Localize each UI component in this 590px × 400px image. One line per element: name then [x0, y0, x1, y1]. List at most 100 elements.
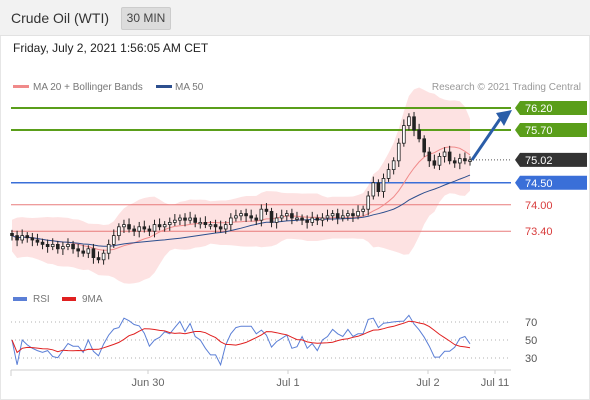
candle-up [122, 224, 126, 228]
candle-down [203, 221, 208, 225]
candle-up [50, 243, 55, 247]
bollinger-band-fill [12, 87, 470, 284]
candle-down [264, 208, 269, 212]
candle-up [229, 217, 233, 225]
candle-down [10, 232, 14, 236]
candle-up [330, 213, 335, 217]
candle-up [279, 215, 284, 219]
candle-down [218, 226, 223, 230]
level-tag-label: 74.50 [525, 178, 553, 190]
candle-up [178, 217, 182, 221]
rsi-tick-label: 50 [525, 335, 537, 347]
candle-up [371, 182, 376, 197]
ma20-legend-label: MA 20 + Bollinger Bands [33, 82, 143, 93]
candle-down [147, 228, 152, 232]
level-tag-label: 75.02 [525, 155, 553, 167]
candle-up [223, 224, 228, 230]
ma50-legend-label: MA 50 [175, 82, 204, 93]
x-tick-label: Jun 30 [131, 377, 164, 389]
instrument-title: Crude Oil (WTI) [11, 10, 109, 26]
candle-up [381, 177, 386, 192]
candle-up [61, 246, 65, 250]
candle-up [101, 252, 106, 261]
candle-down [376, 182, 381, 193]
candle-up [458, 158, 462, 164]
candle-up [442, 151, 447, 157]
candle-up [356, 210, 360, 217]
projection-arrow-head [496, 110, 512, 126]
rsi-legend-swatch [13, 297, 27, 301]
candle-up [407, 116, 411, 127]
candle-up [259, 208, 264, 221]
candle-up [117, 226, 121, 237]
chart-header: Crude Oil (WTI) 30 MIN [0, 0, 590, 36]
candle-down [142, 226, 147, 230]
candle-up [66, 243, 70, 247]
level-tag-label: 76.20 [525, 103, 553, 115]
timeframe-button[interactable]: 30 MIN [121, 7, 171, 30]
candle-up [468, 159, 472, 162]
candle-up [167, 221, 172, 225]
candle-down [305, 219, 309, 223]
candle-down [427, 151, 432, 162]
candle-up [20, 235, 24, 241]
rsi-line [11, 314, 471, 367]
candle-down [132, 228, 136, 232]
level-tag-bg [515, 123, 587, 137]
candle-up [396, 142, 401, 162]
ma20-legend-swatch [13, 85, 29, 88]
candle-down [127, 224, 131, 230]
level-tag-label: 75.70 [525, 125, 553, 137]
candle-down [315, 217, 320, 221]
candle-up [173, 219, 177, 223]
rsi-ma-legend-label: 9MA [82, 294, 103, 305]
candle-up [437, 155, 442, 166]
candle-down [447, 151, 452, 162]
candle-down [35, 239, 40, 243]
rsi-ma-legend-swatch [62, 297, 76, 301]
candle-up [274, 217, 279, 223]
candle-up [386, 169, 391, 179]
candle-down [290, 213, 294, 219]
rsi-plot: 70 50 30 [11, 314, 537, 367]
level-labels: 76.20 75.70 75.02 74.50 74.00 73.40 [515, 101, 587, 238]
candle-up [162, 224, 167, 228]
candle-up [402, 125, 406, 144]
level-tag-label: 74.00 [525, 200, 553, 212]
candle-down [244, 213, 248, 217]
candle-up [295, 217, 299, 220]
candle-down [15, 235, 19, 241]
candle-up [340, 215, 345, 219]
rsi-tick-label: 30 [525, 353, 537, 365]
x-tick-label: Jul 1 [276, 377, 299, 389]
candle-up [208, 224, 213, 227]
candle-down [157, 224, 162, 228]
candle-down [351, 213, 355, 217]
x-tick-label: Jul 11 [481, 377, 510, 389]
level-tag-bg [515, 152, 587, 167]
candle-down [422, 138, 426, 153]
projection-arrow-shaft [470, 118, 502, 161]
candle-up [234, 215, 238, 219]
candle-up [106, 243, 111, 254]
candle-up [152, 224, 157, 232]
candle-down [40, 241, 45, 245]
candle-down [91, 248, 96, 259]
credit-label: Research © 2021 Trading Central [432, 82, 581, 93]
candle-down [249, 215, 253, 219]
candle-down [25, 235, 30, 239]
candle-down [193, 217, 197, 223]
candle-down [412, 116, 416, 131]
candle-up [320, 217, 325, 221]
candle-down [417, 129, 421, 140]
candle-up [198, 221, 203, 225]
rsi-tick-label: 70 [525, 317, 537, 329]
candle-down [269, 210, 274, 223]
candle-down [96, 257, 101, 261]
candle-down [56, 243, 60, 250]
candle-down [213, 224, 218, 228]
candle-up [111, 235, 116, 245]
price-plot [10, 87, 512, 284]
candle-up [391, 160, 396, 171]
